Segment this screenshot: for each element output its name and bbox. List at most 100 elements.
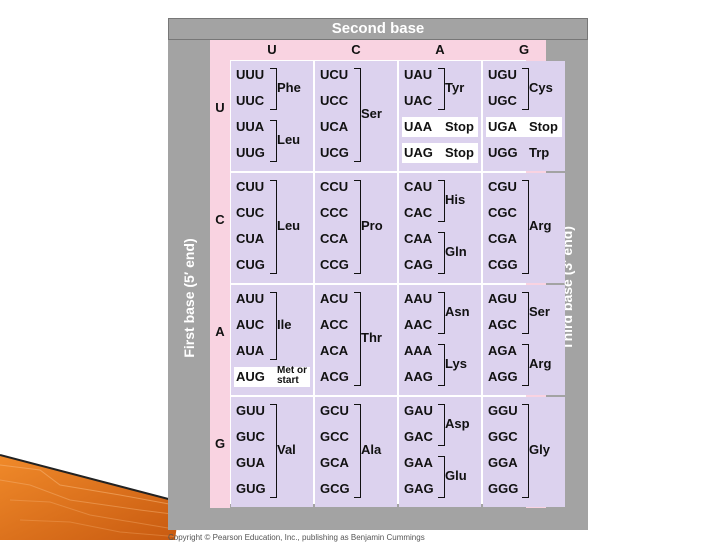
codon-label: GAG [404,481,434,496]
codon-label: AAC [404,317,433,332]
codon-label: CCU [320,179,349,194]
codon-cell [315,397,397,507]
codon-label: UCG [320,145,349,160]
codon-label: AAG [404,369,433,384]
codon-label: UAC [404,93,433,108]
amino-acid-label: Thr [361,330,382,345]
second-base-header-band [210,40,546,60]
codon-cell [231,397,313,507]
start-codon-highlight [234,367,310,387]
codon-label: CUG [236,257,265,272]
codon-label: UGU [488,67,517,82]
amino-acid-label: Ile [277,317,292,332]
amino-acid-label: Stop [445,145,474,160]
codon-label: GUC [236,429,265,444]
codon-label: GUU [236,403,265,418]
genetic-code-table: Second base First base (5′ end) Third ba… [168,18,588,530]
codon-label: GCC [320,429,349,444]
codon-label: GUA [236,455,265,470]
first-base-label-G: G [214,436,226,451]
codon-label: GCA [320,455,349,470]
codon-label: CAA [404,231,433,246]
first-base-label-C: C [215,212,225,227]
codon-bracket [522,180,529,274]
codon-label: CGC [488,205,517,220]
codon-label: UAA [404,119,433,134]
amino-acid-label: Val [277,442,296,457]
codon-label: CCC [320,205,349,220]
second-base-label-G: G [518,42,530,57]
codon-label: UCA [320,119,349,134]
amino-acid-label: Cys [529,80,553,95]
codon-bracket [438,68,445,110]
codon-bracket [438,292,445,334]
codon-cell [483,61,565,171]
first-base-label-U: U [215,100,225,115]
codon-bracket [438,232,445,274]
codon-label: AUU [236,291,265,306]
codon-bracket [270,292,277,360]
codon-label: UGC [488,93,517,108]
bottom-frame [168,504,588,530]
codon-cell [231,61,313,171]
codon-cell [483,173,565,283]
decorative-wedge [0,454,180,540]
codon-label: ACA [320,343,349,358]
codon-label: GAC [404,429,433,444]
codon-bracket [270,68,277,110]
codon-label: UAG [404,145,433,160]
codon-label: GGG [488,481,519,496]
stop-codon-highlight [402,143,478,163]
codon-bracket [438,404,445,446]
codon-label: AUC [236,317,265,332]
codon-label: GCU [320,403,349,418]
first-base-title: First base (5′ end) [181,238,197,358]
codon-bracket [354,68,361,162]
codon-label: UUC [236,93,265,108]
amino-acid-label: Pro [361,218,383,233]
codon-label: AAA [404,343,433,358]
codon-cell [315,173,397,283]
amino-acid-label: Met or start [277,365,307,386]
third-base-column-band [526,60,546,508]
codon-bracket [438,180,445,222]
codon-label: UCC [320,93,349,108]
codon-cell [399,173,481,283]
codon-bracket [522,292,529,334]
codon-label: GGC [488,429,518,444]
codon-label: GGA [488,455,518,470]
codon-label: GGU [488,403,518,418]
codon-label: GAA [404,455,433,470]
codon-bracket [354,404,361,498]
second-base-frame [168,18,588,40]
codon-label: ACU [320,291,349,306]
codon-label: ACC [320,317,349,332]
codon-cell [231,173,313,283]
amino-acid-label: Gln [445,244,467,259]
codon-label: GCG [320,481,350,496]
codon-label: GAU [404,403,433,418]
first-base-column-band [210,60,230,508]
codon-bracket [438,344,445,386]
codon-label: AUA [236,343,265,358]
codon-cell [483,397,565,507]
stop-codon-highlight [402,117,478,137]
stop-codon-highlight [486,117,562,137]
codon-label: GUG [236,481,266,496]
codon-label: CGG [488,257,518,272]
codon-label: UCU [320,67,349,82]
codon-label: CGA [488,231,517,246]
codon-label: AAU [404,291,433,306]
codon-label: AUG [236,369,265,384]
codon-cell [483,285,565,395]
codon-label: CAC [404,205,433,220]
codon-label: AGU [488,291,517,306]
codon-label: AGG [488,369,518,384]
amino-acid-label: Tyr [445,80,465,95]
codon-label: CGU [488,179,517,194]
codon-label: CUC [236,205,265,220]
codon-cell [315,285,397,395]
second-base-label-C: C [351,42,361,57]
amino-acid-label: Glu [445,468,467,483]
codon-bracket [438,456,445,498]
